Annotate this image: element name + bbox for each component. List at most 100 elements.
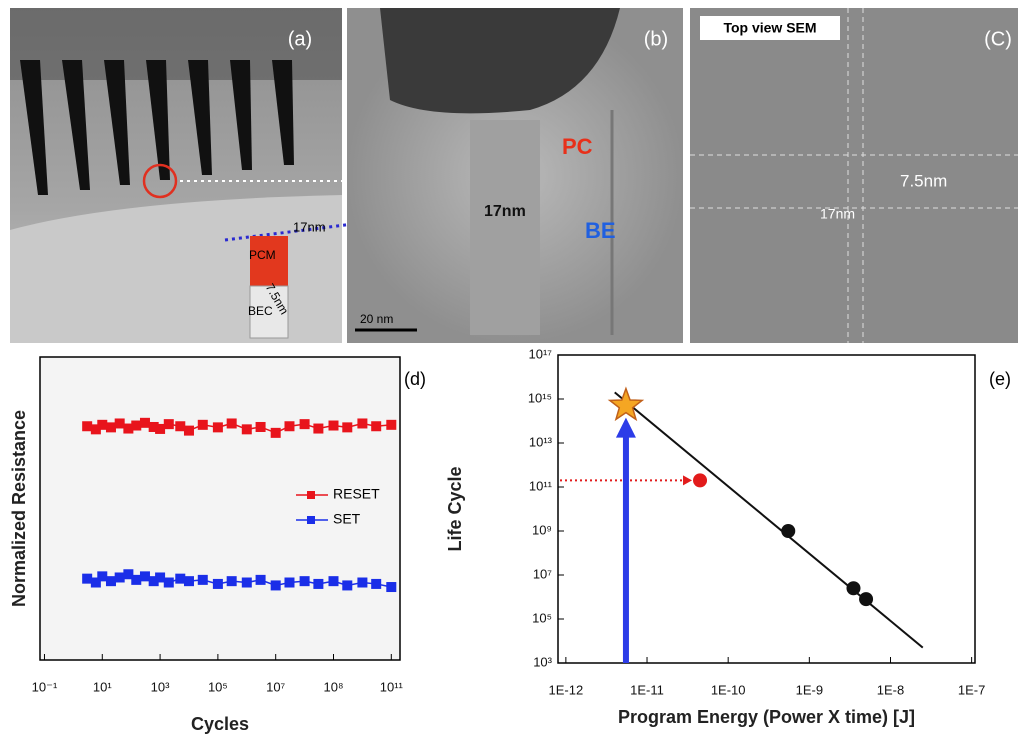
marker [213, 422, 223, 432]
annotation: BE [585, 218, 616, 243]
x-tick-label: 10⁻¹ [32, 679, 58, 694]
y-tick-label: 10³ [533, 654, 552, 669]
micrograph [690, 8, 1018, 343]
marker [256, 575, 266, 585]
marker [184, 576, 194, 586]
marker [97, 571, 107, 581]
panel-label: (C) [984, 28, 1012, 50]
annotation: PCM [249, 248, 276, 262]
pillar [470, 120, 540, 335]
panel-label: (b) [644, 28, 668, 50]
x-axis-label: Cycles [191, 714, 249, 734]
marker [256, 422, 266, 432]
marker [371, 421, 381, 431]
x-tick-label: 10⁵ [208, 679, 228, 694]
marker [342, 580, 352, 590]
point [846, 581, 860, 595]
marker [131, 575, 141, 585]
y-tick-label: 10¹³ [529, 434, 553, 449]
legend-label: SET [333, 511, 361, 527]
marker [271, 428, 281, 438]
y-axis-label: Normalized Resistance [9, 410, 29, 607]
x-tick-label: 1E-8 [877, 682, 904, 697]
y-tick-label: 10¹¹ [529, 478, 553, 493]
annotation: 17nm [820, 206, 855, 222]
x-tick-label: 10¹¹ [380, 679, 404, 694]
annotation: 7.5nm [900, 171, 947, 190]
marker [106, 422, 116, 432]
legend-marker [307, 516, 315, 524]
marker [115, 418, 125, 428]
panel-b: (b) PC 17nm BE 20 nm [347, 8, 683, 343]
y-tick-label: 10¹⁷ [529, 346, 553, 361]
marker [227, 418, 237, 428]
marker [164, 419, 174, 429]
x-tick-label: 1E-10 [711, 682, 746, 697]
x-tick-label: 10¹ [93, 679, 112, 694]
x-tick-label: 1E-7 [958, 682, 985, 697]
point [859, 592, 873, 606]
marker [175, 574, 185, 584]
marker [313, 424, 323, 434]
point [781, 524, 795, 538]
panel-label: (e) [989, 369, 1011, 389]
panel-label: (d) [404, 369, 426, 389]
annotation: 20 nm [360, 312, 393, 326]
annotation: 17nm [484, 203, 526, 220]
marker [164, 578, 174, 588]
y-tick-label: 10¹⁵ [528, 390, 552, 405]
marker [342, 422, 352, 432]
x-tick-label: 1E-9 [796, 682, 823, 697]
x-tick-label: 10⁷ [266, 679, 285, 694]
marker [386, 582, 396, 592]
plot-area [40, 357, 400, 660]
marker [284, 421, 294, 431]
legend-marker [307, 491, 315, 499]
marker [131, 421, 141, 431]
marker [198, 575, 208, 585]
panel-label: (a) [288, 28, 312, 50]
marker [155, 424, 165, 434]
marker [371, 579, 381, 589]
y-tick-label: 10⁵ [532, 610, 552, 625]
marker [300, 419, 310, 429]
y-tick-label: 10⁹ [532, 522, 552, 537]
marker [386, 420, 396, 430]
marker [328, 421, 338, 431]
marker [97, 420, 107, 430]
marker [175, 421, 185, 431]
marker [271, 580, 281, 590]
highlight-point [693, 473, 707, 487]
marker [242, 578, 252, 588]
x-tick-label: 10³ [151, 679, 170, 694]
x-axis-label: Program Energy (Power X time) [J] [618, 707, 915, 727]
legend-label: RESET [333, 486, 380, 502]
marker [82, 421, 92, 431]
annotation: BEC [248, 304, 273, 318]
marker [184, 426, 194, 436]
marker [313, 579, 323, 589]
annotation: PC [562, 134, 593, 159]
marker [198, 420, 208, 430]
figure: (a) 17nm PCM 7.5nm BEC (b) PC 17nm BE 20… [0, 0, 1025, 745]
y-axis-label: Life Cycle [445, 466, 465, 551]
marker [357, 578, 367, 588]
marker [300, 576, 310, 586]
marker [227, 576, 237, 586]
marker [328, 576, 338, 586]
marker [115, 572, 125, 582]
annotation: 17nm [293, 219, 326, 234]
x-tick-label: 1E-11 [630, 682, 664, 697]
marker [140, 418, 150, 428]
marker [82, 574, 92, 584]
arrow [623, 436, 629, 663]
annotation: Top view SEM [723, 20, 816, 36]
marker [140, 571, 150, 581]
y-tick-label: 10⁷ [533, 566, 552, 581]
x-tick-label: 10⁸ [324, 679, 344, 694]
marker [357, 418, 367, 428]
panel-c: Top view SEM (C) 7.5nm 17nm [690, 8, 1018, 343]
marker [106, 576, 116, 586]
marker [155, 572, 165, 582]
marker [213, 579, 223, 589]
